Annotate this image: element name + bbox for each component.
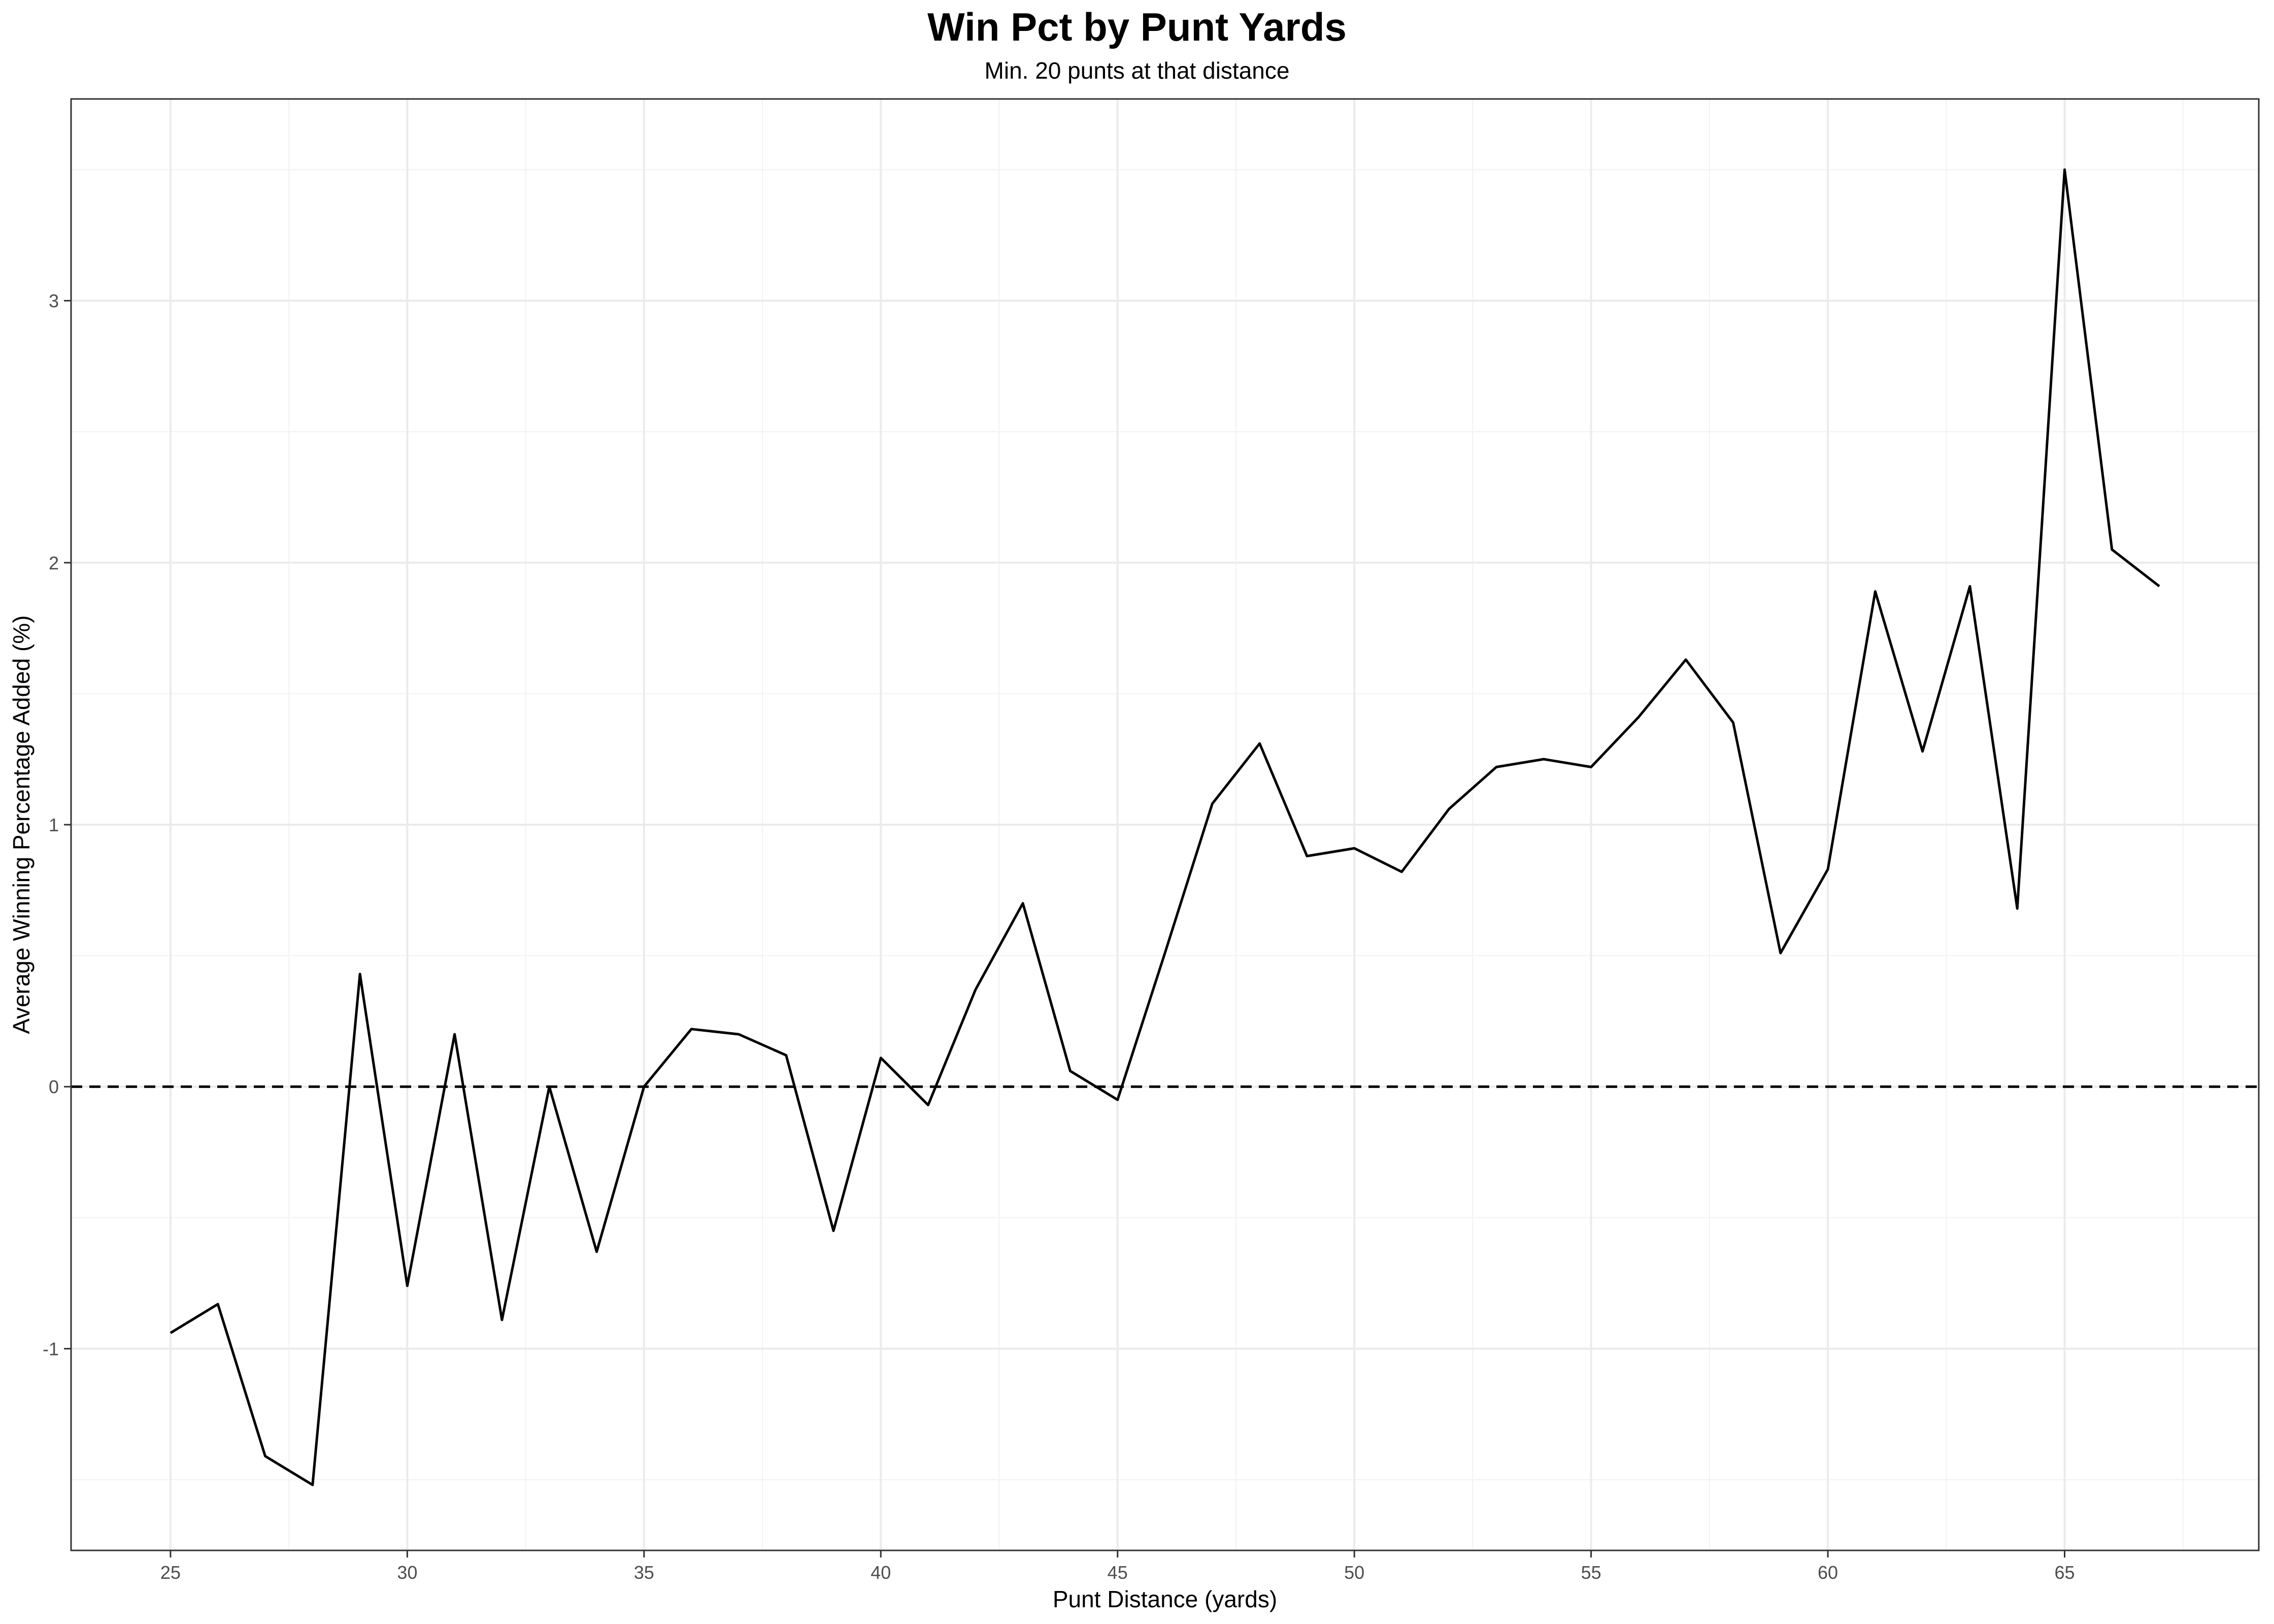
y-tick-label: 1	[49, 815, 59, 835]
chart-subtitle: Min. 20 punts at that distance	[984, 57, 1290, 84]
series-layer	[170, 168, 2160, 1486]
chart-title: Win Pct by Punt Yards	[927, 5, 1347, 49]
x-tick-label: 50	[1344, 1562, 1364, 1583]
grid-major	[71, 99, 2259, 1550]
y-tick-label: 3	[49, 291, 59, 312]
y-axis-label: Average Winning Percentage Added (%)	[8, 615, 35, 1034]
x-tick-label: 65	[2054, 1562, 2075, 1583]
ticks-layer: 25 30 35 40 45 50 55 60 65 -1 0 1 2 3	[43, 291, 2075, 1583]
x-tick-label: 35	[634, 1562, 654, 1583]
series-line-0	[170, 168, 2160, 1486]
x-axis-label: Punt Distance (yards)	[1053, 1586, 1277, 1612]
x-tick-label: 55	[1581, 1562, 1601, 1583]
y-tick-label: 0	[49, 1076, 59, 1097]
y-tick-label: -1	[43, 1338, 59, 1359]
x-tick-label: 30	[397, 1562, 417, 1583]
x-tick-label: 60	[1818, 1562, 1838, 1583]
x-tick-label: 40	[871, 1562, 891, 1583]
x-tick-label: 45	[1108, 1562, 1128, 1583]
x-tick-label: 25	[160, 1562, 181, 1583]
y-tick-label: 2	[49, 553, 59, 573]
